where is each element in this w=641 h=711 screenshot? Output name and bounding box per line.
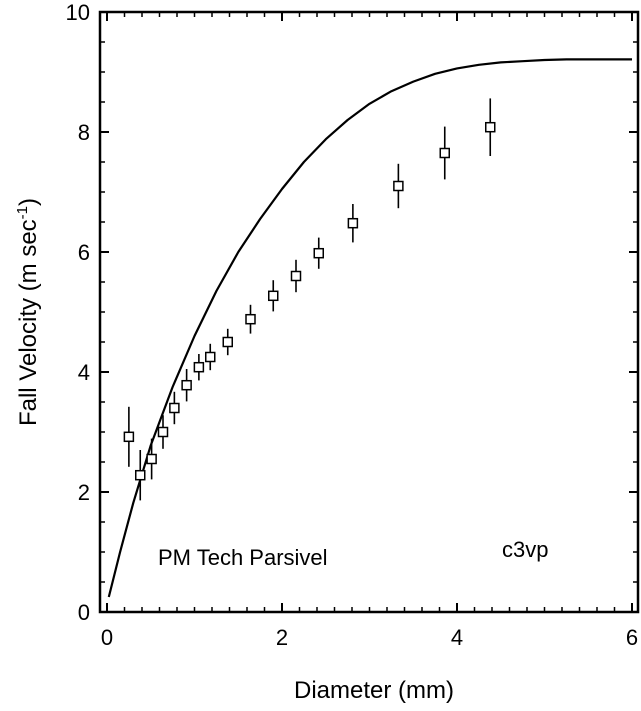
y-tick-label: 2	[78, 480, 90, 505]
point-marker	[439, 147, 450, 159]
point-marker	[169, 402, 180, 414]
point-marker	[193, 361, 205, 373]
y-tick-label: 10	[66, 0, 90, 25]
point-marker	[313, 247, 324, 259]
fall-velocity-curve	[107, 58, 632, 598]
x-axis-ticks: 0 2 4 6	[101, 12, 638, 650]
point-marker	[222, 336, 233, 348]
data-points	[123, 98, 496, 501]
x-tick-label: 2	[276, 625, 288, 650]
point-marker	[205, 351, 216, 363]
plot-frame	[98, 10, 640, 614]
data-point	[245, 304, 256, 334]
data-point	[205, 343, 216, 371]
y-axis-label-close: )	[15, 198, 42, 206]
data-point	[290, 259, 302, 293]
x-tick-label: 0	[101, 625, 113, 650]
y-axis-label-main: Fall Velocity (m sec	[15, 219, 42, 426]
data-point	[123, 406, 135, 467]
data-point	[439, 126, 450, 180]
point-marker	[157, 426, 169, 438]
data-point	[485, 98, 496, 156]
curve-layer	[107, 58, 632, 598]
point-marker	[135, 469, 146, 481]
y-tick-label: 6	[78, 240, 90, 265]
y-tick-label: 0	[78, 600, 90, 625]
point-marker	[393, 180, 404, 192]
data-point	[313, 237, 324, 269]
data-point	[222, 328, 233, 356]
x-axis-label: Diameter (mm)	[294, 677, 454, 704]
point-marker	[123, 431, 135, 443]
point-marker	[245, 313, 256, 325]
data-point	[146, 438, 157, 480]
y-axis-ticks: 0 2 4 6 8 10	[66, 0, 638, 625]
data-point	[268, 280, 279, 312]
annotation-campaign: c3vp	[502, 537, 548, 562]
point-marker	[290, 270, 302, 282]
x-tick-label: 6	[626, 625, 638, 650]
y-tick-label: 8	[78, 120, 90, 145]
data-point	[169, 391, 180, 425]
data-point	[157, 415, 169, 449]
y-axis-label-superscript: -1	[14, 206, 31, 219]
point-marker	[485, 121, 496, 133]
data-point	[347, 204, 359, 243]
point-marker	[268, 290, 279, 302]
y-axis-label: Fall Velocity (m sec-1)	[14, 198, 42, 426]
annotation-instrument: PM Tech Parsivel	[158, 545, 328, 570]
data-point	[181, 369, 192, 402]
x-tick-label: 4	[451, 625, 463, 650]
point-marker	[347, 217, 359, 229]
y-tick-label: 4	[78, 360, 90, 385]
point-marker	[146, 453, 157, 465]
data-point	[193, 354, 205, 381]
point-marker	[181, 379, 192, 391]
data-point	[393, 163, 404, 209]
data-point	[135, 450, 146, 501]
